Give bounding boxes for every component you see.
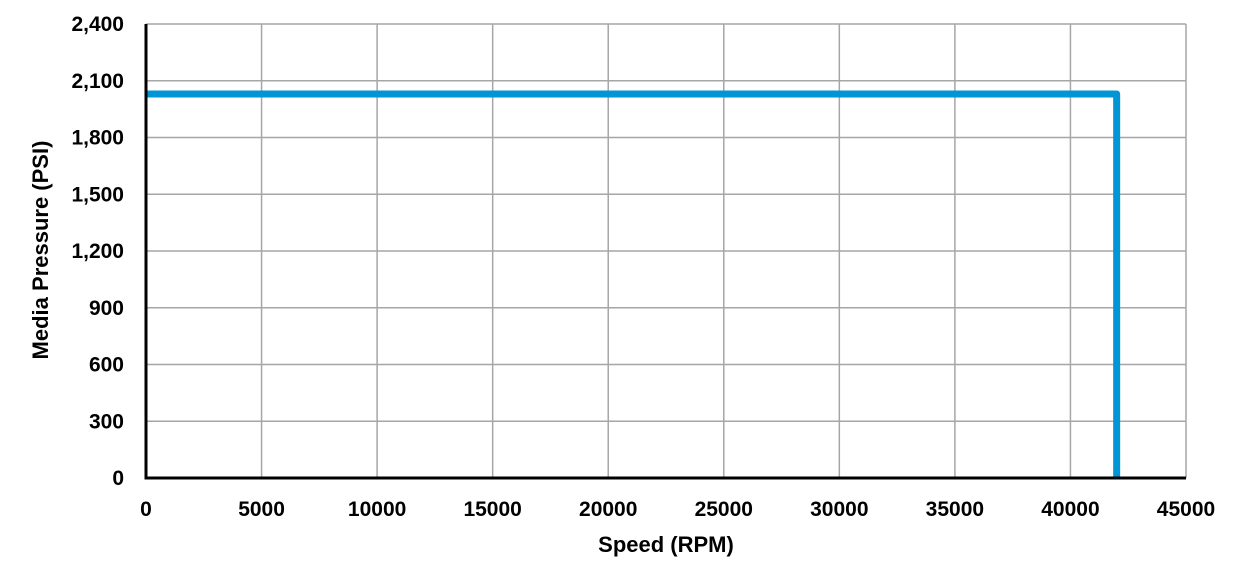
x-tick-label: 25000 <box>695 498 753 521</box>
x-tick-labels: 0 5000 10000 15000 20000 25000 30000 35000 40000… <box>140 498 1215 521</box>
grid <box>146 23 1187 478</box>
series-layer <box>146 90 1121 478</box>
y-tick-labels: 0 300 600 900 1,200 1,500 1,800 2,100 2,400 <box>71 13 124 490</box>
y-tick-label: 300 <box>89 410 124 433</box>
x-tick-label: 20000 <box>579 498 637 521</box>
axes <box>144 24 1186 480</box>
y-tick-label: 2,400 <box>71 13 124 36</box>
x-tick-label: 10000 <box>348 498 406 521</box>
y-tick-label: 1,200 <box>71 240 124 263</box>
x-tick-label: 30000 <box>810 498 868 521</box>
y-tick-label: 0 <box>112 467 124 490</box>
x-tick-label: 5000 <box>238 498 285 521</box>
y-tick-label: 900 <box>89 297 124 320</box>
x-tick-label: 45000 <box>1157 498 1215 521</box>
y-tick-label: 1,500 <box>71 183 124 206</box>
series-line-0 <box>146 90 1121 478</box>
x-tick-label: 15000 <box>463 498 521 521</box>
x-tick-label: 0 <box>140 498 152 521</box>
x-tick-label: 35000 <box>926 498 984 521</box>
x-tick-label: 40000 <box>1041 498 1099 521</box>
y-tick-label: 1,800 <box>71 127 124 150</box>
y-tick-label: 600 <box>89 354 124 377</box>
y-tick-label: 2,100 <box>71 70 124 93</box>
y-axis-title: Media Pressure (PSI) <box>28 141 53 360</box>
x-axis-title: Speed (RPM) <box>598 532 734 557</box>
